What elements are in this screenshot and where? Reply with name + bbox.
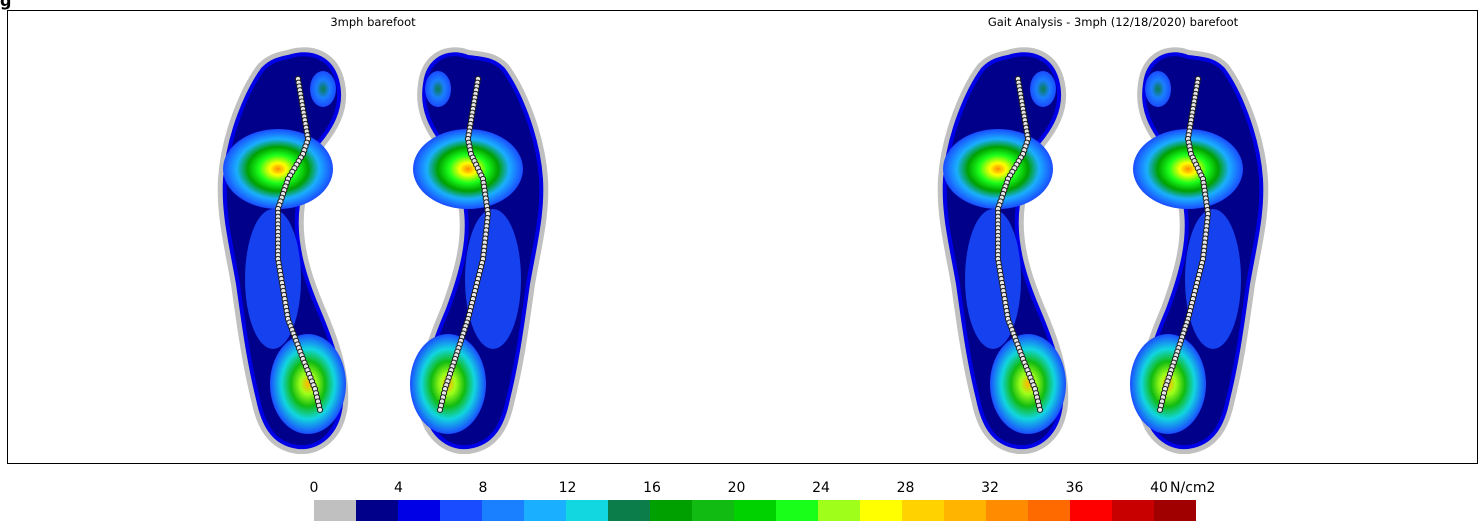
left-foot-toe-zone	[1030, 71, 1056, 107]
legend-swatch	[1070, 500, 1112, 521]
legend-swatch	[1112, 500, 1154, 521]
legend-unit-label: N/cm2	[1170, 480, 1216, 496]
right-pressure-map	[937, 47, 1269, 454]
left-foot-contour	[937, 47, 1069, 454]
legend-swatch	[440, 500, 482, 521]
left-foot-cop-trail	[274, 75, 324, 413]
right-foot-toe-zone	[1145, 71, 1171, 107]
right-foot-cop-trail	[1156, 75, 1212, 413]
right-foot-contour	[410, 47, 549, 454]
legend-swatch	[902, 500, 944, 521]
legend-swatch	[524, 500, 566, 521]
cop-point	[1036, 406, 1044, 413]
cop-point	[1156, 406, 1164, 413]
legend-swatch	[986, 500, 1028, 521]
right-foot-toe-zone	[425, 71, 451, 107]
left-foot-toe-zone	[310, 71, 336, 107]
legend-tick-label: 20	[727, 480, 746, 496]
left-foot-forefoot-zone	[223, 129, 333, 209]
legend-tick-label: 8	[478, 480, 488, 496]
cop-point	[316, 406, 324, 413]
left-panel-title: 3mph barefoot	[330, 15, 416, 29]
legend-tick-label: 40	[1150, 480, 1168, 496]
legend-tick-label: 24	[812, 480, 830, 496]
legend-tick-label: 4	[394, 480, 403, 496]
legend-tick-label: 32	[981, 480, 999, 496]
left-foot-cop-trail	[994, 75, 1044, 413]
legend-swatch	[734, 500, 776, 521]
left-foot-forefoot-zone	[943, 129, 1053, 209]
legend-swatch	[1154, 500, 1196, 521]
legend-swatch	[314, 500, 356, 521]
legend-tick-labels: 0 4 8 12 16 20 24 28 32 36 40	[0, 480, 1483, 500]
legend-swatch	[650, 500, 692, 521]
legend-swatch	[398, 500, 440, 521]
pressure-color-scale	[314, 500, 1196, 521]
legend-swatch	[482, 500, 524, 521]
legend-tick-label: 28	[896, 480, 915, 496]
right-foot-forefoot-zone	[1133, 129, 1243, 209]
right-foot-contour	[1130, 47, 1269, 454]
pressure-plot-frame: 3mph barefoot Gait Analysis - 3mph (12/1…	[7, 10, 1478, 464]
legend-tick-label: 0	[309, 480, 319, 496]
right-foot-midfoot-zone	[1185, 209, 1241, 349]
legend-tick-label: 36	[1065, 480, 1084, 496]
legend-tick-label: 12	[558, 480, 577, 496]
left-foot-heel-zone	[270, 334, 346, 434]
legend-swatch	[860, 500, 902, 521]
right-foot-cop-trail	[436, 75, 492, 413]
right-foot-forefoot-zone	[413, 129, 523, 209]
right-panel-title: Gait Analysis - 3mph (12/18/2020) barefo…	[987, 15, 1239, 29]
legend-swatch	[356, 500, 398, 521]
legend-swatch	[566, 500, 608, 521]
legend-swatch	[692, 500, 734, 521]
cop-point	[436, 406, 444, 413]
legend-tick-label: 16	[643, 480, 661, 496]
legend-swatch	[776, 500, 818, 521]
header-fragment: g	[0, 0, 12, 10]
legend-swatch	[608, 500, 650, 521]
left-foot-heel-zone	[990, 334, 1066, 434]
right-foot-midfoot-zone	[465, 209, 521, 349]
left-pressure-map	[217, 47, 549, 454]
legend-swatch	[1028, 500, 1070, 521]
legend-swatch	[944, 500, 986, 521]
left-foot-contour	[217, 47, 349, 454]
legend-swatch	[818, 500, 860, 521]
